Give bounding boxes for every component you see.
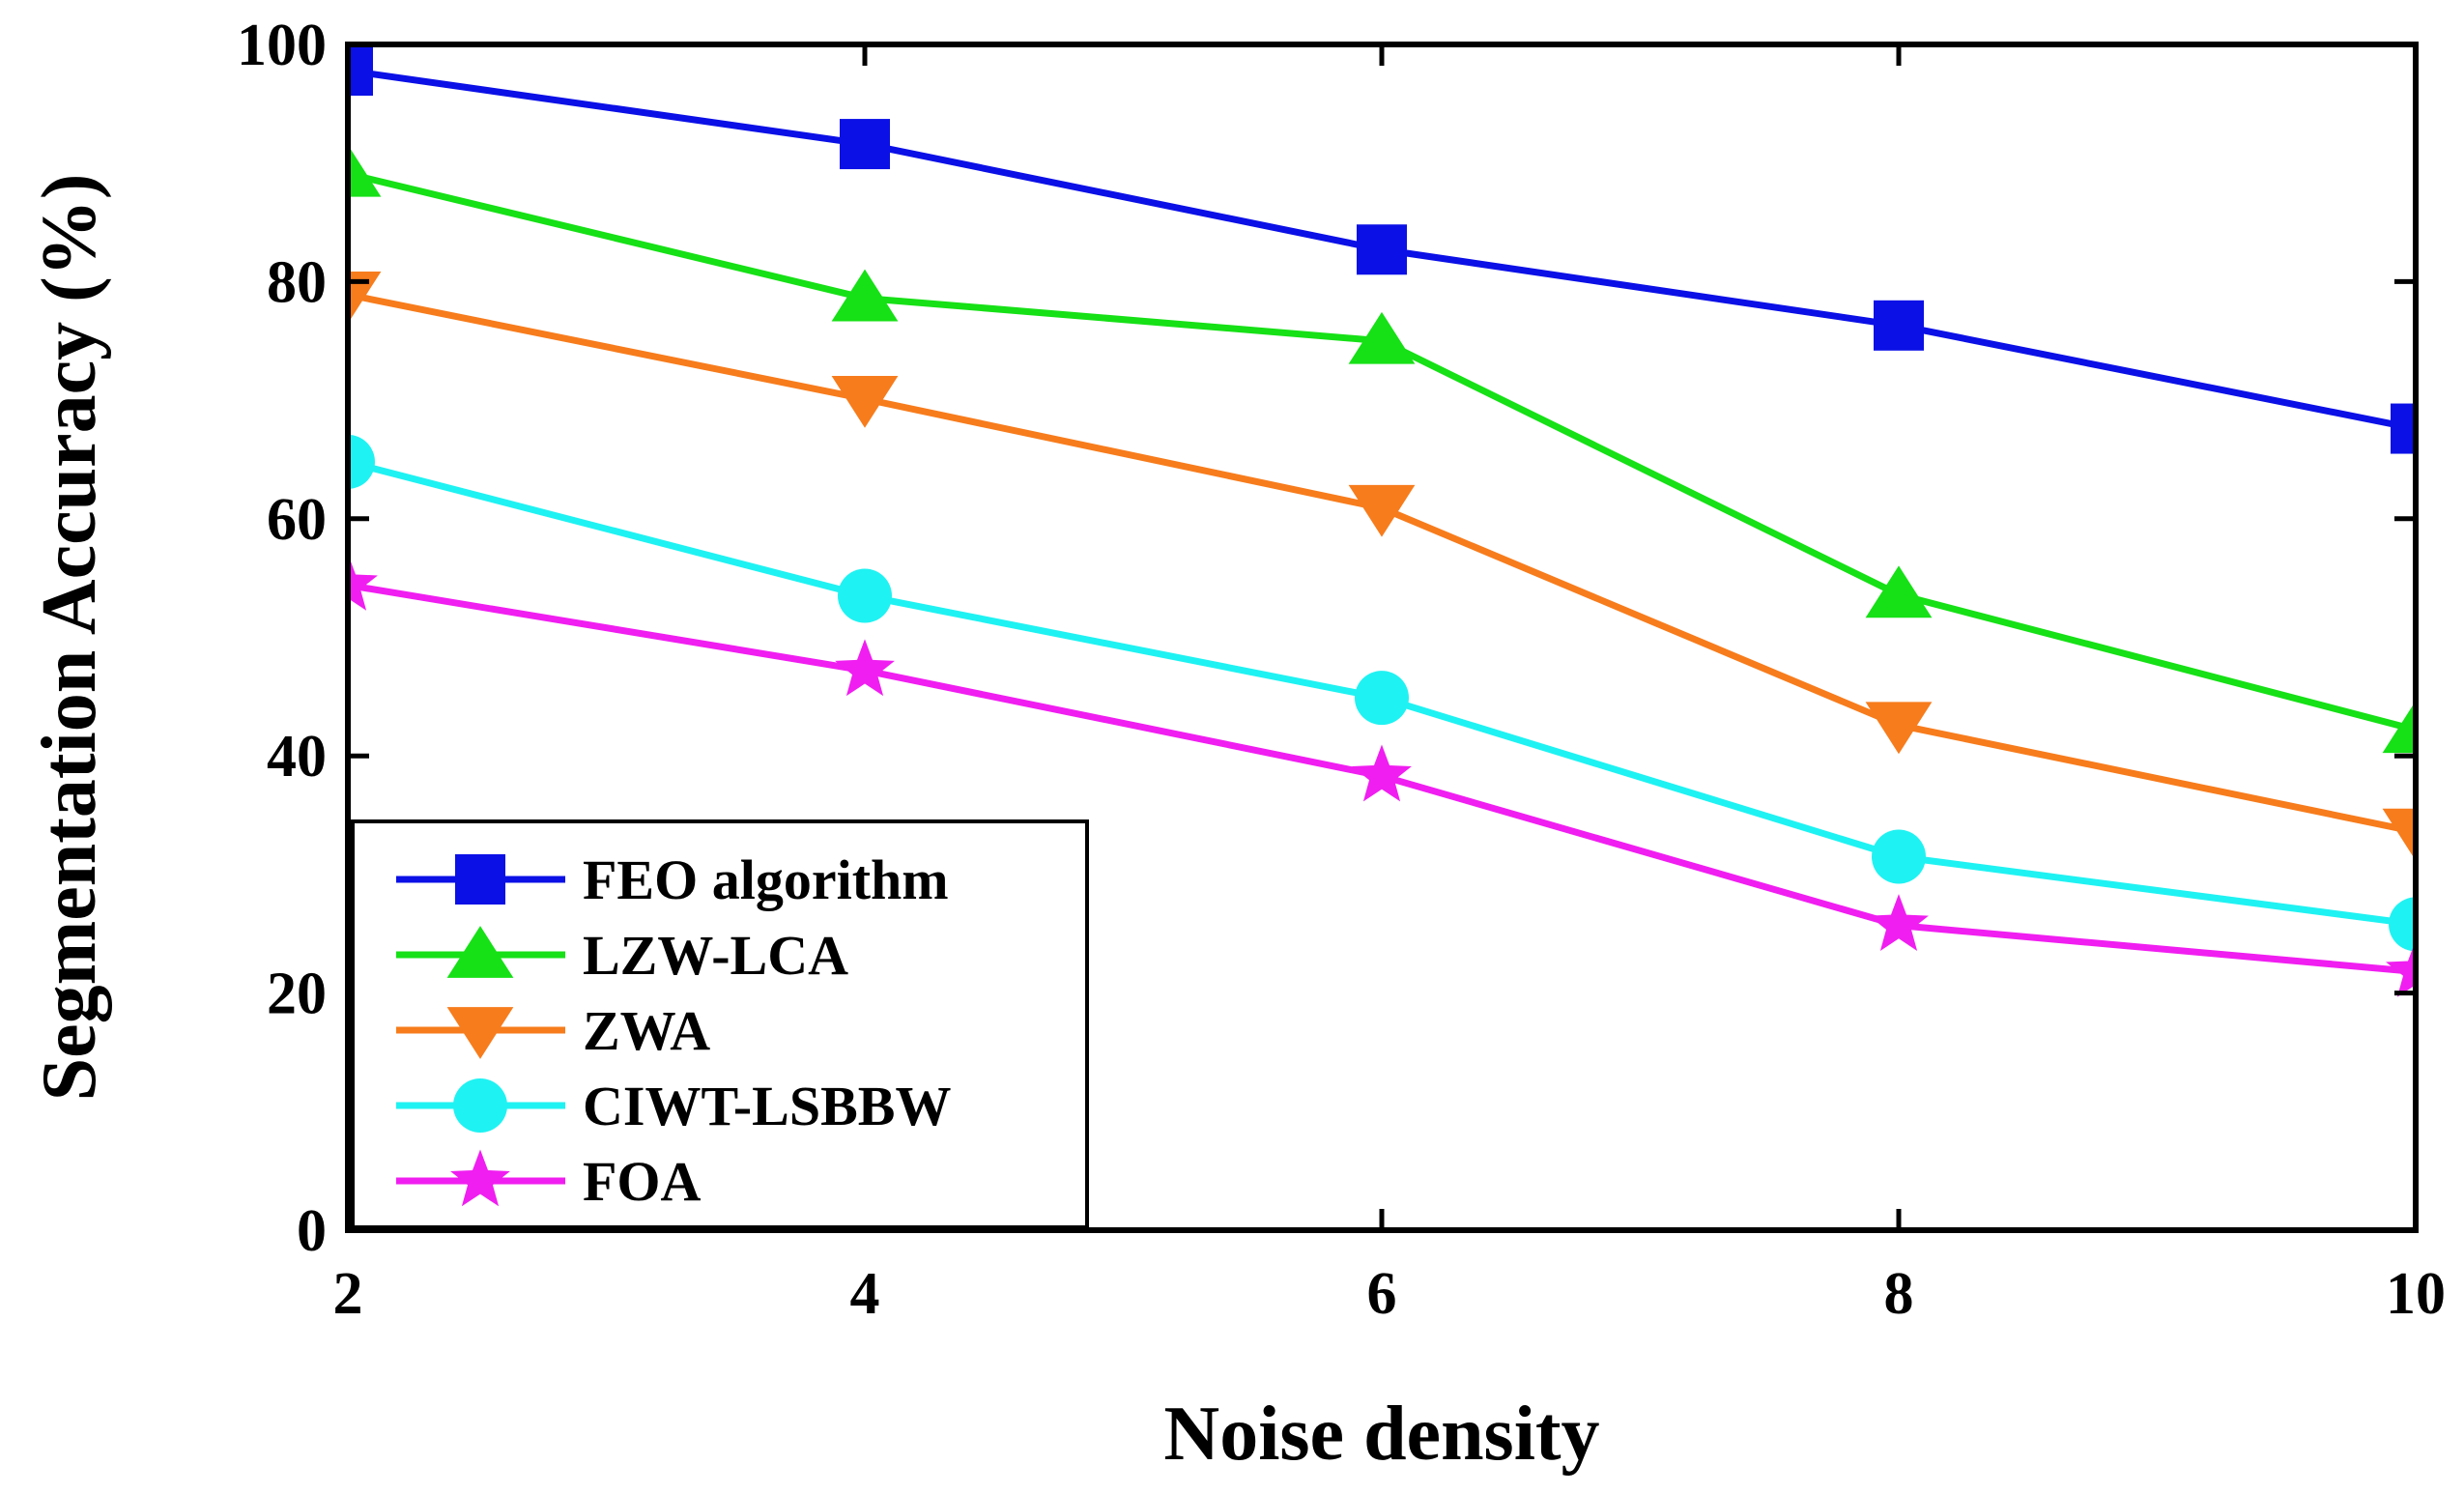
y-tick-label: 100 bbox=[237, 13, 327, 78]
series-group bbox=[348, 44, 2416, 997]
data-point-zwa bbox=[831, 375, 899, 428]
legend-label-foa: FOA bbox=[583, 1150, 702, 1213]
data-point-zwa bbox=[348, 271, 382, 324]
data-point-ciwt-lsbbw bbox=[1355, 671, 1409, 726]
data-point-zwa bbox=[1348, 484, 1416, 537]
data-point-feo-algorithm bbox=[1874, 300, 1924, 351]
legend-marker-zwa bbox=[446, 1007, 514, 1059]
x-axis-title: Noise density bbox=[1163, 1392, 1599, 1477]
x-tick-label: 2 bbox=[333, 1261, 363, 1327]
data-point-zwa bbox=[2382, 808, 2416, 861]
data-point-feo-algorithm bbox=[1357, 224, 1407, 275]
data-point-foa bbox=[835, 639, 895, 697]
legend-label-feo-algorithm: FEO algorithm bbox=[583, 848, 949, 911]
legend-label-zwa: ZWA bbox=[583, 999, 710, 1062]
legend-label-lzw-lca: LZW-LCA bbox=[583, 924, 848, 987]
y-axis-title: Segmentation Accuracy (%) bbox=[27, 174, 112, 1102]
x-tick-label: 10 bbox=[2386, 1261, 2446, 1327]
y-tick-label: 80 bbox=[267, 249, 327, 315]
y-tick-label: 40 bbox=[267, 724, 327, 790]
legend-marker-ciwt-lsbbw bbox=[453, 1078, 507, 1133]
data-point-foa bbox=[1869, 894, 1929, 951]
data-point-foa bbox=[1352, 744, 1412, 802]
legend-marker-feo-algorithm bbox=[455, 854, 505, 905]
data-point-lzw-lca bbox=[1865, 565, 1933, 618]
data-point-lzw-lca bbox=[1348, 311, 1416, 364]
x-tick-label: 8 bbox=[1884, 1261, 1914, 1327]
series-layer bbox=[348, 44, 2416, 997]
data-point-ciwt-lsbbw bbox=[2389, 897, 2416, 952]
legend-marker-lzw-lca bbox=[446, 926, 514, 978]
y-tick-label: 20 bbox=[267, 962, 327, 1027]
legend: FEO algorithm LZW-LCA ZWA CIWT-LSBBW FOA bbox=[351, 819, 1089, 1229]
data-point-feo-algorithm bbox=[2391, 403, 2416, 454]
data-point-feo-algorithm bbox=[840, 119, 890, 170]
data-point-zwa bbox=[1865, 702, 1933, 755]
data-point-feo-algorithm bbox=[348, 44, 373, 96]
y-tick-label: 60 bbox=[267, 487, 327, 553]
data-point-ciwt-lsbbw bbox=[1872, 829, 1926, 884]
data-point-ciwt-lsbbw bbox=[838, 568, 892, 623]
data-point-lzw-lca bbox=[2382, 701, 2416, 754]
data-point-lzw-lca bbox=[831, 269, 899, 322]
x-tick-label: 4 bbox=[850, 1261, 880, 1327]
data-point-lzw-lca bbox=[348, 144, 382, 197]
data-point-foa bbox=[348, 554, 378, 611]
y-tick-label: 0 bbox=[297, 1198, 327, 1264]
data-point-ciwt-lsbbw bbox=[348, 434, 375, 489]
legend-marker-foa bbox=[450, 1149, 510, 1207]
legend-label-ciwt-lsbbw: CIWT-LSBBW bbox=[583, 1075, 951, 1137]
data-point-foa bbox=[2386, 940, 2416, 997]
x-tick-label: 6 bbox=[1367, 1261, 1397, 1327]
